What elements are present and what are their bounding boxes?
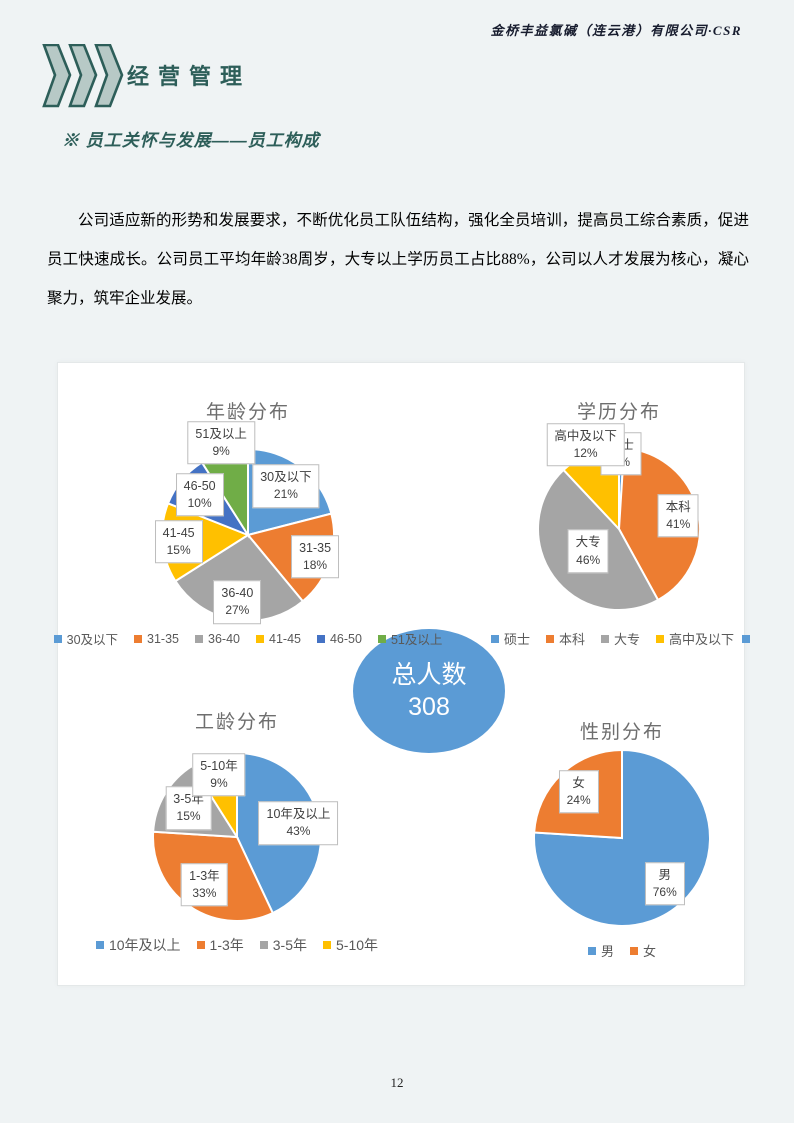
chart-title: 工龄分布 (194, 712, 279, 733)
legend-label: 10年及以上 (108, 937, 181, 953)
legend-item: 10年及以上 (95, 935, 181, 955)
legend-marker (742, 634, 751, 643)
legend-marker (630, 946, 638, 955)
legend-label: 男 (600, 944, 614, 959)
legend-marker (256, 634, 264, 643)
pie-data-label: 46-50 10% (175, 473, 224, 517)
total-badge: 总人数 308 (344, 659, 514, 723)
pie-data-label: 41-45 15% (154, 519, 203, 564)
legend-label: 30及以下 (66, 633, 119, 647)
chart-title: 学历分布 (576, 402, 661, 423)
pie-data-label: 女 24% (558, 770, 599, 814)
legend-marker (601, 634, 609, 643)
legend-marker (259, 941, 268, 949)
section-title: 经营管理 (127, 64, 252, 89)
legend-label: 硕士 (503, 632, 530, 647)
legend-item: 3-5年 (259, 935, 307, 955)
legend-marker (490, 634, 499, 643)
legend-label: 5-10年 (336, 937, 379, 953)
pie-data-label: 36-40 27% (213, 580, 262, 624)
legend-marker (53, 634, 62, 643)
legend-label: 3-5年 (272, 937, 307, 953)
legend-item: 大专 (601, 629, 640, 648)
chart-legend: 10年及以上 1-3年 3-5年 5-10年 (17, 935, 457, 955)
chevrons-icon (42, 44, 124, 108)
page-number: 12 (390, 1075, 404, 1090)
legend-label: 51及以上 (390, 633, 443, 647)
legend-item: 1-3年 (196, 935, 244, 955)
legend-marker (545, 634, 554, 643)
legend-label: 36-40 (208, 631, 240, 646)
chart-legend: 硕士 本科 大专 高中及以下 (399, 629, 794, 648)
legend-item: 30及以下 (53, 629, 119, 648)
legend-marker (656, 634, 665, 643)
pie-data-label: 高中及以下 12% (546, 422, 625, 467)
legend-label: 1-3年 (209, 937, 244, 953)
legend-item: 女 (630, 941, 656, 960)
chart-legend: 30及以下 31-35 36-40 41-45 46-50 51及以上 (28, 629, 468, 648)
legend-label: 高中及以下 (669, 632, 735, 647)
legend-marker (196, 941, 205, 949)
legend-item: 硕士 (490, 629, 530, 648)
pie-data-label: 本科 41% (657, 493, 699, 538)
legend-label: 大专 (614, 632, 641, 647)
pie-data-label: 5-10年 9% (192, 753, 246, 797)
chart-title: 年龄分布 (205, 402, 290, 423)
pie-data-label: 男 76% (644, 861, 685, 906)
pie-data-label: 大专 46% (567, 529, 609, 574)
legend-item: 31-35 (134, 632, 179, 646)
total-badge-circle (353, 629, 505, 753)
legend-marker (377, 634, 386, 643)
legend-item: 51及以上 (377, 629, 443, 648)
pie-data-label: 10年及以上 43% (258, 801, 339, 846)
header-company: 金桥丰益氯碱（连云港）有限公司·CSR (490, 23, 742, 38)
body-paragraph: 公司适应新的形势和发展要求，不断优化员工队伍结构，强化全员培训，提高员工综合素质… (47, 212, 749, 307)
legend-marker (587, 946, 596, 955)
legend-marker (316, 634, 325, 643)
pie-data-label: 30及以下 21% (252, 464, 320, 508)
legend-item: 高中及以下 (656, 629, 734, 648)
total-badge-label: 总人数 (391, 661, 467, 689)
section-subtitle: ※ 员工关怀与发展——员工构成 (62, 131, 320, 150)
legend-item: 46-50 (316, 631, 362, 646)
pie-data-label: 1-3年 33% (181, 863, 228, 907)
legend-item: 41-45 (256, 632, 301, 646)
chart-title: 性别分布 (579, 722, 664, 743)
legend-marker (195, 634, 204, 643)
pie-data-label: 31-35 18% (291, 535, 340, 579)
pie-data-label: 51及以上 9% (187, 420, 255, 465)
legend-marker (134, 634, 143, 643)
legend-item: 男 (587, 941, 614, 960)
charts-panel: 年龄分布 30及以下 21% 31-35 18% 36-40 27% 41-45 15% 46-5… (53, 362, 751, 986)
legend-label: 41-45 (269, 631, 301, 646)
legend-item: 36-40 (195, 632, 240, 646)
legend-label: 46-50 (329, 631, 362, 646)
legend-label: 女 (643, 944, 657, 959)
chart-legend: 男女 (402, 941, 794, 960)
legend-item: 5-10年 (323, 935, 378, 955)
total-badge-value: 308 (408, 693, 450, 721)
legend-label: 本科 (558, 632, 585, 647)
legend-item: 本科 (545, 629, 585, 648)
legend-marker (323, 941, 331, 949)
legend-label: 31-35 (147, 631, 180, 646)
legend-marker (95, 941, 104, 949)
